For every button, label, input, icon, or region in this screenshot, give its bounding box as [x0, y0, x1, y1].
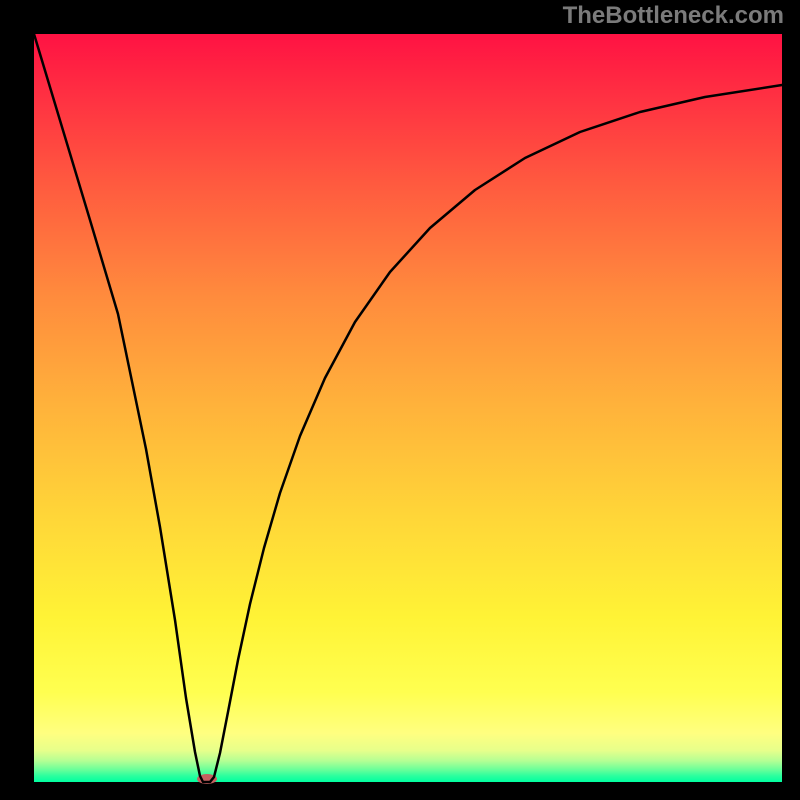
figure-container: TheBottleneck.com: [0, 0, 800, 800]
watermark-text: TheBottleneck.com: [563, 2, 784, 30]
bottleneck-curve: [34, 34, 782, 782]
chart-svg: [0, 0, 800, 800]
